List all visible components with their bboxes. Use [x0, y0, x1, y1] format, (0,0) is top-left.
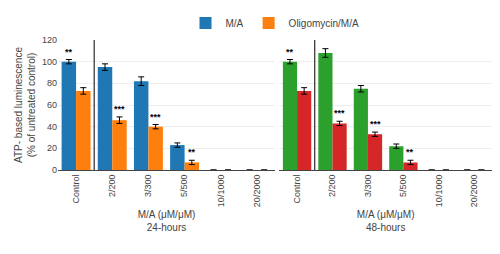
- svg-text:2/200: 2/200: [107, 175, 117, 198]
- svg-text:20: 20: [47, 143, 57, 153]
- svg-text:Control: Control: [292, 175, 302, 204]
- svg-text:***: ***: [334, 108, 345, 118]
- svg-text:***: ***: [150, 112, 161, 122]
- svg-text:20/2000: 20/2000: [252, 175, 262, 208]
- svg-text:5/500: 5/500: [180, 175, 190, 198]
- svg-text:M/A (μM/μM)24-hours: M/A (μM/μM)24-hours: [138, 209, 196, 233]
- svg-text:10/1000: 10/1000: [434, 175, 444, 208]
- svg-text:**: **: [286, 47, 294, 57]
- svg-text:60: 60: [47, 100, 57, 110]
- svg-text:0: 0: [52, 165, 57, 175]
- svg-text:3/300: 3/300: [143, 175, 153, 198]
- svg-text:Oligomycin/M/A: Oligomycin/M/A: [289, 18, 359, 29]
- svg-text:***: ***: [370, 119, 381, 129]
- svg-text:120: 120: [42, 35, 57, 45]
- svg-text:10/1000: 10/1000: [216, 175, 226, 208]
- svg-text:2/200: 2/200: [327, 175, 337, 198]
- svg-text:***: ***: [114, 104, 125, 114]
- svg-text:20/2000: 20/2000: [469, 175, 479, 208]
- svg-text:40: 40: [47, 122, 57, 132]
- svg-text:3/300: 3/300: [363, 175, 373, 198]
- svg-text:M/A (μM/μM)48-hours: M/A (μM/μM)48-hours: [357, 209, 415, 233]
- svg-text:**: **: [406, 147, 414, 157]
- svg-text:**: **: [188, 147, 196, 157]
- svg-text:Control: Control: [71, 175, 81, 204]
- svg-text:**: **: [65, 47, 73, 57]
- svg-text:ATP- based luminescence(% of u: ATP- based luminescence(% of untreated c…: [13, 47, 37, 163]
- svg-text:M/A: M/A: [226, 18, 244, 29]
- svg-text:5/500: 5/500: [398, 175, 408, 198]
- svg-text:100: 100: [42, 57, 57, 67]
- svg-text:80: 80: [47, 78, 57, 88]
